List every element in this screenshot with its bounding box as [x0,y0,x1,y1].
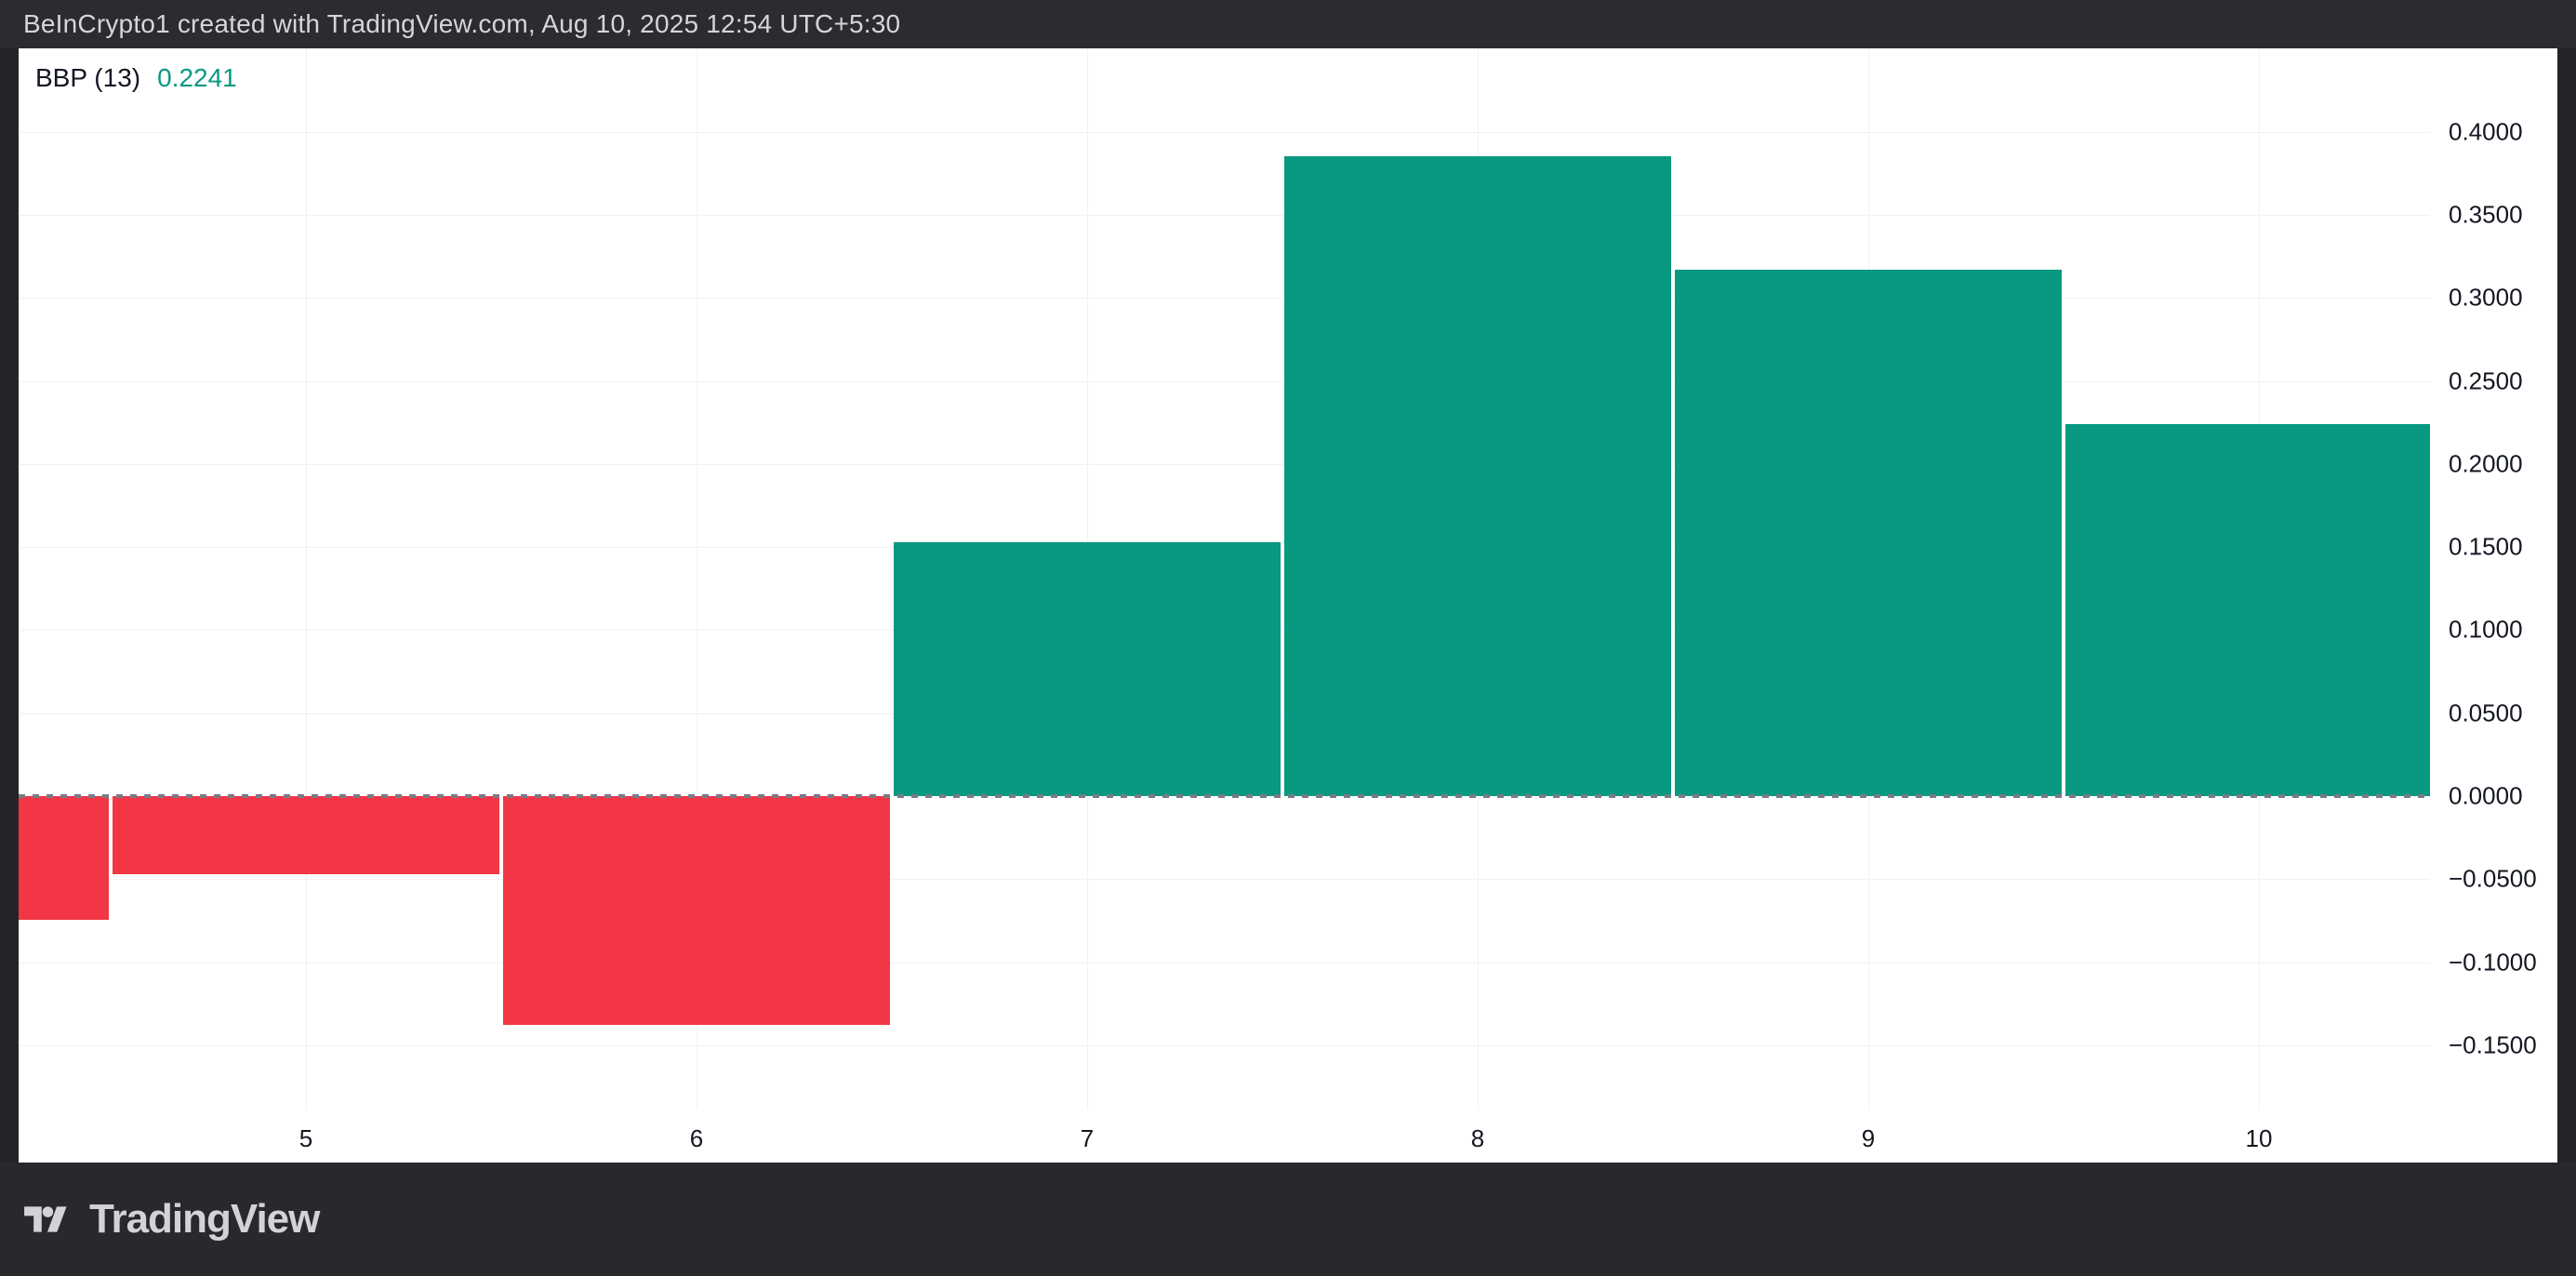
time-scale-label: 7 [1080,1124,1095,1152]
gridline-horizontal [19,463,2430,465]
footer-bar: TradingView [0,1163,2576,1276]
gridline-vertical [306,48,307,1110]
bbp-bar-x9[interactable] [1675,269,2062,796]
gridline-horizontal [19,298,2430,299]
tradingview-logo-icon [24,1206,67,1232]
plot-area[interactable]: BBP (13) 0.2241 [19,48,2430,1163]
price-scale-label: 0.3500 [2449,200,2523,229]
bbp-bar-x6[interactable] [503,796,890,1026]
gridline-horizontal [19,879,2430,881]
chart-area[interactable]: BBP (13) 0.2241 0.4000 0.3500 0.3000 0.2500… [19,48,2557,1163]
price-scale-label: 0.4000 [2449,117,2523,146]
indicator-value: 0.2241 [157,63,237,92]
bbp-bar-x7[interactable] [894,541,1281,796]
price-scale-label: 0.0500 [2449,698,2523,727]
price-scale-label: −0.1500 [2449,1030,2537,1059]
gridline-horizontal [19,1044,2430,1046]
price-scale-label: 0.1000 [2449,615,2523,644]
price-scale-label: 0.0000 [2449,781,2523,810]
time-scale-label: 10 [2245,1124,2273,1152]
time-scale-label: 5 [299,1124,313,1152]
time-scale-label: 9 [1861,1124,1876,1152]
price-scale-label: 0.3000 [2449,283,2523,312]
gridline-horizontal [19,380,2430,382]
attribution-text: BeInCrypto1 created with TradingView.com… [23,9,901,38]
gridline-horizontal [19,962,2430,964]
price-scale-label: −0.0500 [2449,864,2537,893]
tradingview-logo-text: TradingView [89,1196,320,1242]
bbp-bar-x5[interactable] [113,796,499,874]
price-scale-label: −0.1000 [2449,948,2537,977]
attribution-bar: BeInCrypto1 created with TradingView.com… [0,0,2576,48]
time-scale-label: 6 [689,1124,704,1152]
price-scale-label: 0.2000 [2449,449,2523,478]
zero-line [19,794,2430,798]
price-scale-label: 0.1500 [2449,532,2523,561]
bbp-bar-x4[interactable] [19,796,109,921]
time-scale-label: 8 [1470,1124,1485,1152]
bbp-bar-x8[interactable] [1284,156,1671,796]
gridline-horizontal [19,214,2430,216]
indicator-name[interactable]: BBP (13) [35,63,141,92]
indicator-legend[interactable]: BBP (13) 0.2241 [35,63,237,93]
price-scale-label: 0.2500 [2449,366,2523,394]
tradingview-logo[interactable]: TradingView [24,1196,320,1242]
gridline-horizontal [19,131,2430,133]
bbp-bar-x10[interactable] [2065,423,2430,796]
